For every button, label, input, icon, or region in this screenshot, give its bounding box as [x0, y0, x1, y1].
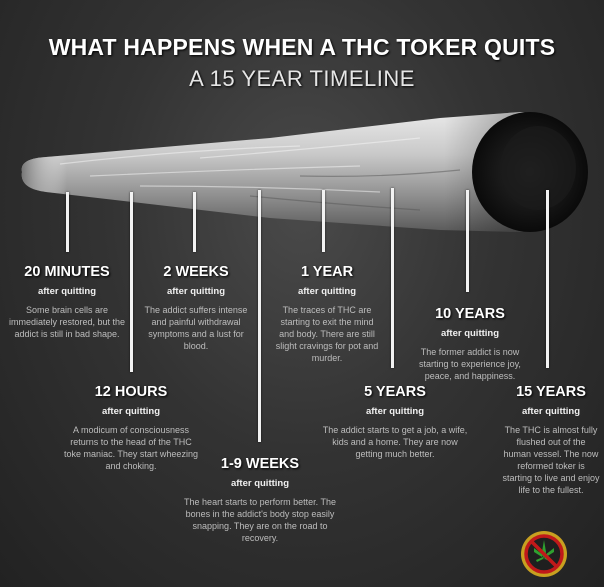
page-title: WHAT HAPPENS WHEN A THC TOKER QUITS — [48, 34, 556, 60]
page-subtitle: A 15 YEAR TIMELINE — [189, 66, 415, 91]
timeline-line-12-hours — [130, 192, 133, 372]
timeline-line-10-years — [466, 190, 469, 292]
milestone-subtitle: after quitting — [365, 406, 425, 417]
milestone-15-years: 15 YEARS after quitting The THC is almos… — [502, 384, 600, 496]
milestone-20-minutes: 20 MINUTES after quitting Some brain cel… — [8, 264, 126, 340]
milestone-time: 10 YEARS — [435, 306, 505, 322]
milestone-description: The former addict is now starting to exp… — [419, 347, 521, 381]
milestone-time: 1-9 WEEKS — [220, 456, 300, 472]
milestone-subtitle: after quitting — [297, 286, 357, 297]
timeline-line-2-weeks — [193, 192, 196, 252]
milestone-time: 12 HOURS — [94, 384, 168, 400]
milestone-2-weeks: 2 WEEKS after quitting The addict suffer… — [140, 264, 252, 352]
milestone-time: 1 YEAR — [300, 264, 354, 280]
milestone-subtitle: after quitting — [230, 478, 290, 489]
milestone-description: The addict suffers intense and painful w… — [144, 305, 248, 351]
milestone-10-years: 10 YEARS after quitting The former addic… — [406, 306, 534, 382]
no-cannabis-badge-icon — [521, 531, 567, 577]
milestone-subtitle: after quitting — [166, 286, 226, 297]
milestone-5-years: 5 YEARS after quitting The addict starts… — [322, 384, 468, 460]
milestone-time: 2 WEEKS — [163, 264, 229, 280]
timeline-line-15-years — [546, 190, 549, 368]
milestone-subtitle: after quitting — [440, 328, 500, 339]
milestone-description: The THC is almost fully flushed out of t… — [502, 425, 600, 495]
timeline-line-1-year — [322, 190, 325, 252]
joint-illustration — [21, 112, 588, 232]
milestone-subtitle: after quitting — [521, 406, 581, 417]
milestone-subtitle: after quitting — [37, 286, 97, 297]
milestone-description: The heart starts to perform better. The … — [184, 497, 336, 543]
milestone-description: Some brain cells are immediately restore… — [8, 305, 126, 339]
milestone-12-hours: 12 HOURS after quitting A modicum of con… — [62, 384, 200, 472]
milestone-description: A modicum of consciousness returns to th… — [64, 425, 198, 471]
milestone-description: The traces of THC are starting to exit t… — [275, 305, 379, 363]
milestone-time: 15 YEARS — [516, 384, 586, 400]
milestone-time: 5 YEARS — [364, 384, 426, 400]
timeline-line-5-years — [391, 188, 394, 368]
timeline-line-20-minutes — [66, 192, 69, 252]
milestone-1-year: 1 YEAR after quitting The traces of THC … — [272, 264, 382, 364]
milestone-description: The addict starts to get a job, a wife, … — [322, 425, 468, 459]
timeline-line-1-9-weeks — [258, 190, 261, 442]
milestone-1-9-weeks: 1-9 WEEKS after quitting The heart start… — [178, 456, 342, 544]
milestone-time: 20 MINUTES — [24, 264, 110, 280]
milestone-subtitle: after quitting — [101, 406, 161, 417]
